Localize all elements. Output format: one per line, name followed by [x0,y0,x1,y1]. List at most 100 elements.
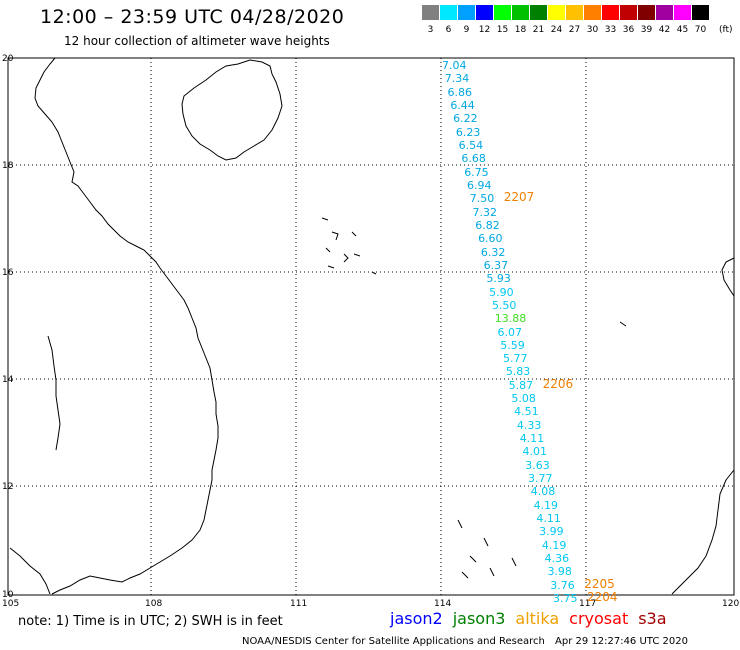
color-scale-unit: (ft) [719,25,733,35]
swh-reading: 3.99 [539,525,564,539]
scale-label-9: 9 [463,25,470,35]
satellite-jason3: jason3 [452,609,506,628]
hainan-island [181,59,283,161]
x-tick-108: 108 [145,599,162,609]
scale-swatch-9 [458,5,475,20]
swh-reading: 6.86 [447,85,473,99]
scale-swatch-12 [476,5,493,20]
swh-reading: 3.76 [550,578,575,592]
swh-reading: 6.54 [458,138,484,152]
x-tick-114: 114 [434,599,451,609]
satellite-jason2: jason2 [390,609,443,628]
scale-swatch-15 [494,5,511,20]
scale-swatch-6 [440,5,457,20]
x-tick-111: 111 [290,599,307,609]
cambodia-coast [9,547,51,595]
swh-reading: 6.94 [466,178,492,192]
pass-label: 2207 [503,190,535,205]
scale-label-6: 6 [445,25,452,35]
swh-reading: 7.04 [442,59,467,72]
swh-reading: 5.87 [508,378,534,392]
swh-reading: 6.68 [461,152,486,166]
swh-reading: 5.83 [505,365,531,379]
swh-reading: 5.59 [500,338,525,352]
swh-reading: 7.34 [444,72,470,86]
satellite-altika: altika [515,609,560,628]
y-tick-16: 16 [2,268,14,278]
scale-label-36: 36 [622,25,635,35]
scale-swatch-18 [512,5,529,20]
scale-label-15: 15 [496,25,509,35]
gulf-coast [47,335,61,451]
scale-swatch-36 [620,5,637,20]
chart-subtitle: 12 hour collection of altimeter wave hei… [64,34,330,48]
swh-reading: 3.98 [547,565,572,579]
swh-reading: 6.60 [478,232,503,246]
swh-reading: 5.93 [486,272,511,286]
credit-line: NOAA/NESDIS Center for Satellite Applica… [242,636,545,647]
scale-label-27: 27 [568,25,581,35]
x-tick-105: 105 [2,599,19,609]
swh-reading: 3.63 [525,458,550,472]
swh-reading: 3.77 [528,472,553,486]
pass-label: 2205 [584,576,615,591]
y-tick-12: 12 [2,482,13,492]
satellite-s3a: s3a [638,609,667,628]
scale-label-42: 42 [658,25,671,35]
scale-label-33: 33 [604,25,617,35]
scale-label-3: 3 [427,25,434,35]
map-frame [7,57,735,596]
scale-swatch-21 [530,5,547,20]
swh-reading: 6.22 [453,112,478,126]
swh-reading: 7.50 [469,192,495,206]
swh-reading: 6.75 [464,165,489,179]
x-tick-117: 117 [579,599,596,609]
scale-label-18: 18 [514,25,527,35]
scale-swatch-30 [584,5,601,20]
scale-swatch-45 [674,5,691,20]
luzon-coast [721,257,735,297]
scale-label-21: 21 [532,25,545,35]
vietnam-coastline [34,57,219,595]
pass-label: 2204 [587,590,618,604]
generated-timestamp: Apr 29 12:27:46 UTC 2020 [555,636,688,647]
scale-swatch-27 [566,5,583,20]
y-tick-18: 18 [2,161,14,171]
swh-reading: 5.90 [489,285,514,299]
color-scale-legend: 3 6 9 12 15 18 21 24 27 30 33 36 39 42 45 70 (ft) [422,5,733,35]
swh-reading: 6.44 [450,98,475,112]
graticule [8,58,734,595]
spratly-islands [457,321,627,579]
scale-label-45: 45 [676,25,689,35]
scale-swatch-24 [548,5,565,20]
swh-reading: 13.88 [494,312,527,326]
y-tick-14: 14 [2,375,14,385]
swh-reading: 5.77 [503,352,528,366]
scale-swatch-39 [638,5,655,20]
footer-note: note: 1) Time is in UTC; 2) SWH is in fe… [18,614,283,629]
swh-reading: 4.19 [533,498,559,512]
swh-reading: 4.11 [519,432,545,446]
satellite-legend: jason2 jason3 altika cryosat s3a [390,609,677,628]
swh-reading: 4.36 [544,552,570,566]
y-tick-20: 20 [2,54,14,64]
scale-swatch-3 [422,5,439,20]
swh-reading: 4.33 [516,418,542,432]
pass-label: 2206 [542,376,574,391]
swh-reading: 4.01 [522,445,547,459]
scale-swatch-33 [602,5,619,20]
swh-reading: 4.11 [536,512,561,526]
scale-label-70: 70 [694,25,707,35]
swh-reading: 6.32 [480,245,506,259]
swh-reading: 4.19 [541,538,567,552]
palawan-coast [671,469,735,595]
swh-reading: 6.07 [497,325,523,339]
swh-reading: 6.37 [483,258,509,272]
scale-label-12: 12 [478,25,491,35]
scale-label-30: 30 [586,25,599,35]
y-tick-10: 10 [2,590,14,600]
swh-reading: 7.32 [472,205,498,219]
chart-title: 12:00 – 23:59 UTC 04/28/2020 [40,6,345,28]
satellite-cryosat: cryosat [569,609,629,628]
scale-swatch-42 [656,5,673,20]
